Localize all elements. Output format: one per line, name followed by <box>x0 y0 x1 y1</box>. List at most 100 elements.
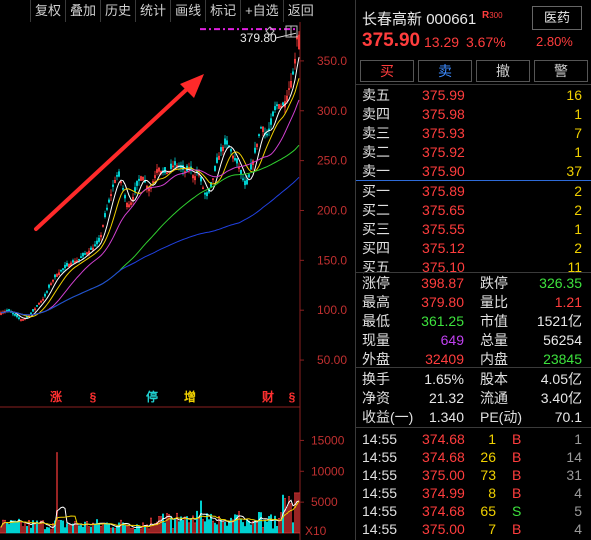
volume-bar <box>23 521 26 534</box>
volume-bar <box>47 527 50 534</box>
candle-body <box>176 165 179 167</box>
volume-bar <box>224 521 227 534</box>
volume-bar <box>232 519 235 534</box>
candle-body <box>39 300 42 303</box>
volume-bar <box>198 516 201 534</box>
candle-body <box>275 104 278 107</box>
candle-body <box>238 167 241 169</box>
event-marker[interactable]: 停 <box>146 389 158 404</box>
ask-label: 卖五 <box>362 87 390 103</box>
diamond-icon[interactable] <box>265 26 275 36</box>
volume-bar <box>230 517 233 534</box>
volume-bar <box>4 519 7 534</box>
fund-value: 70.1 <box>554 409 582 425</box>
event-marker[interactable]: 增 <box>184 389 196 404</box>
stats-button[interactable]: 统计 <box>135 0 170 22</box>
ask-price: 375.99 <box>422 87 465 103</box>
volume-bar <box>186 516 189 534</box>
candle-body <box>224 138 227 145</box>
history-button[interactable]: 历史 <box>100 0 135 22</box>
candle-body <box>104 213 107 218</box>
candle-body <box>106 207 109 210</box>
volume-bar <box>21 526 24 534</box>
candle-body <box>68 263 71 268</box>
candle-body <box>269 118 272 125</box>
tick-side: B <box>512 521 522 537</box>
event-marker[interactable]: § <box>289 390 296 404</box>
candle-body <box>297 34 300 50</box>
chart-toolbar: 复权 叠加 历史 统计 画线 标记 +自选 返回 <box>30 0 354 22</box>
candle-body <box>29 312 32 315</box>
volume-bar <box>19 521 22 534</box>
volume-bar <box>216 524 219 534</box>
volume-bar <box>214 522 217 534</box>
event-marker[interactable]: § <box>90 390 97 404</box>
volume-bar <box>184 516 187 534</box>
tick-volume: 8 <box>488 485 496 501</box>
price-change: 13.29 <box>424 34 460 50</box>
volume-bar <box>152 525 155 534</box>
volume-bar <box>182 520 185 534</box>
tick-price: 374.99 <box>422 485 465 501</box>
ask-row: 卖三 375.93 7 <box>356 124 591 142</box>
volume-bar <box>86 521 89 534</box>
bid-price: 375.65 <box>422 202 465 218</box>
fuquan-button[interactable]: 复权 <box>30 0 65 22</box>
candle-body <box>218 155 221 160</box>
candle-body <box>194 176 197 181</box>
back-button[interactable]: 返回 <box>282 0 318 22</box>
candle-body <box>271 111 274 117</box>
tick-volume: 1 <box>488 431 496 447</box>
sell-button[interactable]: 卖 <box>418 60 472 82</box>
candle-body <box>248 174 251 178</box>
ma5-line <box>0 57 300 319</box>
overlay-button[interactable]: 叠加 <box>65 0 100 22</box>
volume-bar <box>64 527 67 534</box>
candle-body <box>114 180 117 183</box>
candle-body <box>152 181 155 183</box>
candle-body <box>49 283 52 285</box>
candle-body <box>120 181 123 184</box>
fund-value: 1.65% <box>424 371 464 387</box>
stat-label: 市值 <box>480 313 508 329</box>
volume-bar <box>88 526 91 534</box>
tick-row: 14:55 374.68 26 B 14 <box>356 448 591 466</box>
event-marker[interactable]: 涨 <box>50 389 62 404</box>
price-tick-label: 100.0 <box>317 303 347 317</box>
alert-button[interactable]: 警 <box>534 60 588 82</box>
candle-body <box>108 199 111 203</box>
volume-bar <box>78 525 81 534</box>
industry-button[interactable]: 医药 <box>532 6 582 30</box>
volume-bar <box>82 526 85 534</box>
fund-label: 净资 <box>362 390 390 406</box>
volume-bar <box>104 523 107 534</box>
book-divider <box>356 180 591 181</box>
volume-bar <box>142 522 145 534</box>
bid-price: 375.12 <box>422 240 465 256</box>
event-marker[interactable]: 财 <box>261 389 274 404</box>
tick-count: 4 <box>574 485 582 501</box>
tick-price: 375.00 <box>422 467 465 483</box>
volume-bar <box>277 517 280 534</box>
candle-body <box>102 225 105 227</box>
volume-bar <box>212 520 215 534</box>
candle-body <box>134 187 137 192</box>
volume-bar <box>236 514 239 534</box>
candle-body <box>287 88 290 90</box>
mark-button[interactable]: 标记 <box>205 0 240 22</box>
fund-value: 3.40亿 <box>540 390 582 406</box>
volume-bar <box>168 514 171 534</box>
bid-row: 买一 375.89 2 <box>356 182 591 200</box>
kline-chart[interactable]: 50.00 100.0 150.0 200.0 250.0 300.0 350.0 5000 1… <box>0 0 355 540</box>
volume-bar <box>80 524 83 534</box>
buy-button[interactable]: 买 <box>360 60 414 82</box>
add-watchlist-button[interactable]: +自选 <box>240 0 283 22</box>
volume-bar <box>61 520 64 534</box>
cancel-button[interactable]: 撤 <box>476 60 530 82</box>
draw-line-button[interactable]: 画线 <box>170 0 205 22</box>
tick-volume: 73 <box>480 467 496 483</box>
candle-body <box>86 252 89 255</box>
tick-volume: 26 <box>480 449 496 465</box>
r-badge: R300 <box>482 10 503 21</box>
ma120-line <box>0 176 300 316</box>
